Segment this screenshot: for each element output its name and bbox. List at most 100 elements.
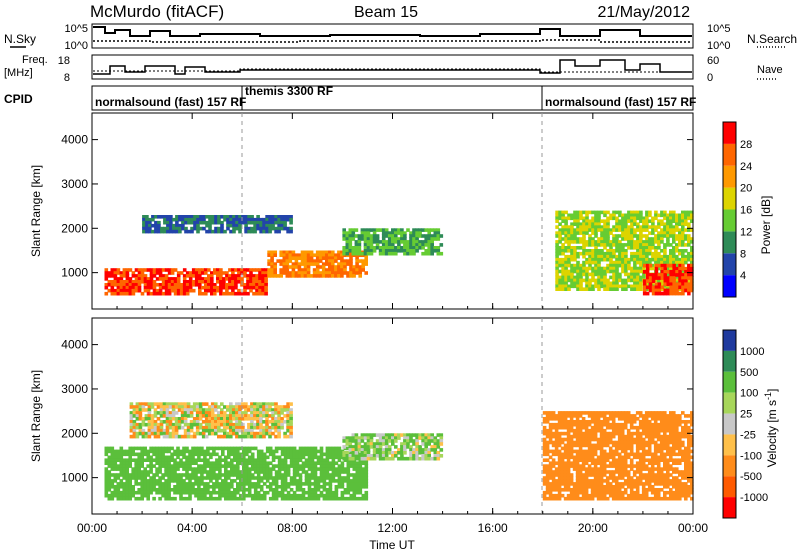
velocity-cell <box>313 473 318 477</box>
power-cell <box>648 213 652 218</box>
velocity-cell <box>313 485 318 489</box>
velocity-cell <box>224 485 228 489</box>
power-cell <box>615 219 619 223</box>
velocity-cell <box>554 452 559 457</box>
power-cell <box>255 291 259 296</box>
velocity-cell <box>253 496 258 501</box>
velocity-cell <box>224 455 228 460</box>
power-cell <box>603 219 607 223</box>
power-cell <box>119 288 124 293</box>
velocity-cell <box>214 425 218 430</box>
velocity-cell <box>189 428 194 433</box>
power-cell <box>430 251 434 256</box>
velocity-cell <box>569 482 574 486</box>
velocity-cell <box>280 449 285 454</box>
velocity-cell <box>206 452 210 457</box>
velocity-cell <box>280 485 285 489</box>
power-cell <box>167 277 172 281</box>
power-cell <box>621 266 625 271</box>
velocity-cell <box>322 458 327 462</box>
velocity-cell <box>334 488 339 492</box>
velocity-cell <box>185 485 189 489</box>
velocity-cell <box>334 449 339 454</box>
power-cell <box>600 231 604 235</box>
velocity-cell <box>412 454 416 458</box>
velocity-cell <box>292 452 297 457</box>
power-cell <box>312 274 317 278</box>
power-cell <box>210 280 214 284</box>
velocity-cell <box>250 402 254 406</box>
power-cell <box>648 285 653 290</box>
power-cell <box>255 285 259 290</box>
velocity-cell <box>295 449 300 454</box>
velocity-cell <box>247 467 252 471</box>
power-cell <box>585 269 589 274</box>
power-cell <box>261 283 265 287</box>
velocity-cell <box>161 485 165 489</box>
power-cell <box>558 269 562 274</box>
power-cell <box>337 256 341 260</box>
power-cell <box>234 291 238 296</box>
velocity-cell <box>128 476 132 480</box>
power-cell <box>250 229 254 234</box>
velocity-cell <box>134 476 138 480</box>
power-cell <box>600 281 604 286</box>
velocity-cell <box>238 422 242 427</box>
velocity-cell <box>150 414 155 418</box>
power-cell <box>624 254 628 259</box>
velocity-cell <box>223 422 227 427</box>
velocity-cell <box>566 452 571 457</box>
power-cell <box>624 272 628 277</box>
velocity-cell <box>116 455 121 460</box>
power-cell <box>155 291 160 296</box>
power-cell <box>588 260 592 265</box>
velocity-cell <box>104 446 109 451</box>
velocity-cell <box>198 405 203 409</box>
velocity-cell <box>107 473 112 477</box>
power-cell <box>636 260 640 265</box>
velocity-cell <box>436 451 441 455</box>
velocity-cell <box>265 422 269 427</box>
power-cell <box>678 216 682 221</box>
power-cell <box>579 281 583 286</box>
velocity-cell <box>274 402 278 406</box>
velocity-cell <box>203 496 207 501</box>
power-cell <box>564 237 568 241</box>
velocity-cell <box>253 482 258 486</box>
power-cell <box>585 275 589 280</box>
power-cell <box>334 268 338 272</box>
power-cell <box>669 282 673 287</box>
velocity-cell <box>590 434 595 439</box>
power-colorbar-tick: 4 <box>740 270 746 282</box>
velocity-cell <box>301 464 306 468</box>
power-cell <box>558 216 562 221</box>
velocity-cell <box>351 456 356 461</box>
velocity-cell <box>605 420 610 424</box>
power-cell <box>588 263 592 268</box>
power-cell <box>630 246 634 250</box>
power-cell <box>618 210 622 215</box>
velocity-cell <box>195 414 200 418</box>
power-cell <box>669 291 673 296</box>
velocity-cell <box>581 493 586 498</box>
velocity-cell <box>433 445 438 449</box>
power-cell <box>663 228 667 232</box>
power-cell <box>252 268 256 272</box>
velocity-cell <box>180 411 185 415</box>
velocity-cell <box>581 443 586 448</box>
velocity-cell <box>221 452 225 457</box>
velocity-cell <box>201 420 206 424</box>
power-cell <box>412 231 416 235</box>
power-cell <box>657 254 661 259</box>
power-cell <box>340 259 344 263</box>
power-cell <box>424 249 428 253</box>
power-cell <box>137 285 142 290</box>
velocity-cell <box>548 437 553 442</box>
velocity-cell <box>605 431 610 436</box>
power-cell <box>681 273 685 277</box>
power-cell <box>555 213 559 218</box>
velocity-cell <box>357 442 362 446</box>
power-cell <box>639 213 643 218</box>
power-cell <box>146 285 151 290</box>
velocity-cell <box>242 493 246 498</box>
